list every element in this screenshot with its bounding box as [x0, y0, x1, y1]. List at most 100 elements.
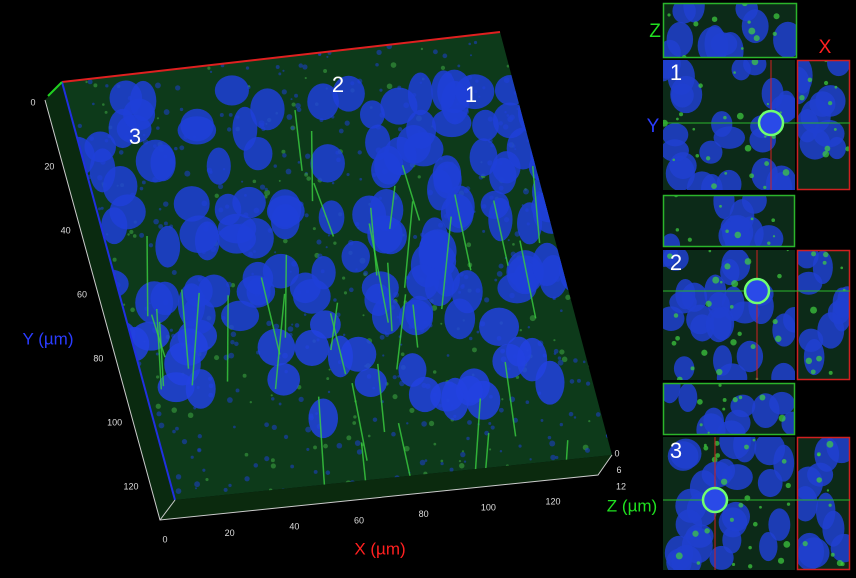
speckle — [97, 374, 103, 380]
speckle — [306, 447, 310, 451]
speckle — [612, 148, 617, 153]
speckle — [291, 102, 296, 107]
nucleus — [827, 60, 850, 77]
speckle — [459, 463, 465, 469]
speckle — [184, 170, 191, 177]
speckle — [605, 258, 608, 262]
speckle — [245, 66, 250, 70]
nucleus — [769, 391, 795, 415]
nucleus — [772, 313, 795, 347]
speckle — [557, 356, 562, 360]
speckle — [553, 89, 557, 93]
nucleus — [675, 278, 696, 310]
speckle — [499, 450, 503, 453]
speckle — [357, 150, 362, 155]
nucleus — [681, 527, 713, 564]
speckle — [169, 328, 173, 332]
speckle — [376, 49, 382, 56]
speckle — [316, 239, 322, 245]
speckle — [440, 65, 446, 71]
y-edge — [61, 81, 176, 501]
nucleus — [308, 398, 339, 439]
speckle — [264, 456, 270, 462]
speckle — [223, 487, 228, 492]
speckle — [466, 242, 472, 248]
z_axis-tick-label: 12 — [616, 481, 626, 491]
speckle — [595, 412, 601, 417]
speckle — [594, 201, 601, 208]
speckle — [547, 95, 552, 100]
speckle — [46, 473, 52, 479]
speckle — [458, 460, 462, 463]
speckle — [763, 185, 767, 190]
speckle — [767, 241, 771, 245]
panel-y-label: Y — [647, 116, 660, 137]
speckle — [580, 497, 586, 500]
speckle — [692, 530, 699, 537]
speckle — [591, 63, 595, 67]
speckle — [591, 290, 597, 296]
nucleus — [177, 116, 217, 145]
speckle — [751, 60, 759, 66]
speckle — [719, 280, 723, 284]
neurite — [474, 398, 482, 476]
speckle — [100, 206, 104, 210]
nucleus — [181, 297, 216, 335]
speckle — [567, 505, 569, 507]
speckle — [559, 309, 563, 313]
speckle — [553, 158, 559, 165]
speckle — [244, 476, 250, 482]
speckle — [575, 106, 581, 112]
speckle — [565, 501, 569, 505]
speckle — [174, 146, 178, 151]
speckle — [85, 397, 89, 402]
speckle — [42, 109, 44, 111]
nucleus — [157, 372, 195, 403]
speckle — [362, 314, 365, 317]
nucleus — [271, 203, 300, 240]
neurite — [368, 223, 390, 323]
speckle — [175, 426, 179, 431]
speckle — [295, 102, 301, 109]
nucleus — [214, 193, 242, 226]
speckle — [802, 541, 808, 547]
speckle — [234, 341, 239, 347]
speckle — [228, 352, 235, 359]
speckle — [744, 258, 752, 265]
nucleus — [179, 215, 219, 254]
speckle — [530, 100, 537, 107]
nucleus — [719, 437, 752, 460]
speckle — [574, 37, 581, 43]
nucleus — [469, 138, 498, 177]
speckle — [575, 504, 579, 508]
panel-x-label: X — [819, 37, 832, 58]
speckle — [375, 62, 379, 67]
speckle — [270, 463, 276, 469]
speckle — [70, 390, 74, 394]
speckle — [440, 459, 444, 463]
speckle — [473, 40, 478, 45]
speckle — [80, 496, 84, 500]
speckle — [304, 172, 309, 177]
speckle — [494, 278, 498, 282]
speckle — [594, 347, 600, 353]
panel-content — [797, 60, 850, 160]
speckle — [693, 21, 699, 27]
panel-border — [796, 249, 851, 381]
speckle — [696, 561, 701, 565]
speckle — [85, 432, 89, 436]
speckle — [568, 411, 574, 417]
speckle — [244, 452, 249, 457]
speckle — [737, 331, 742, 336]
speckle — [575, 217, 578, 221]
speckle — [270, 458, 275, 463]
speckle — [390, 62, 397, 68]
panel-border — [662, 382, 796, 436]
speckle — [343, 291, 348, 295]
speckle — [87, 74, 91, 79]
speckle — [516, 492, 520, 496]
speckle — [724, 171, 728, 175]
speckle — [47, 298, 49, 300]
speckle — [569, 379, 575, 384]
speckle — [323, 443, 328, 449]
